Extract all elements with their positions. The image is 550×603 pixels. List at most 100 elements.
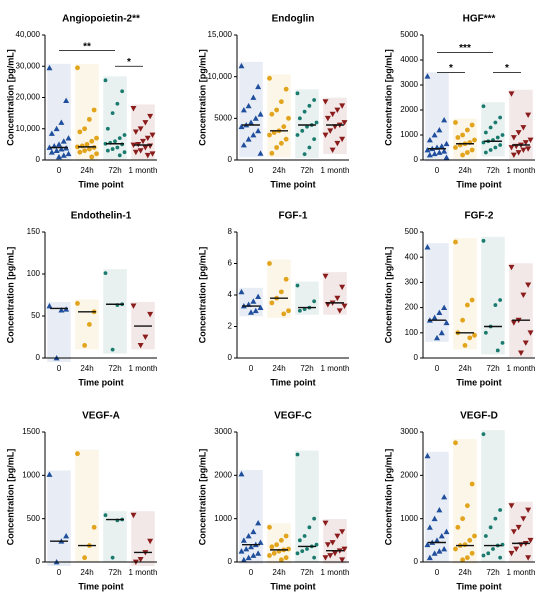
group-shade <box>103 269 127 354</box>
group-shade <box>239 61 263 158</box>
point <box>252 307 259 314</box>
point <box>120 89 125 94</box>
y-tick-label: 500 <box>405 227 419 236</box>
group-shade <box>481 430 505 562</box>
point <box>498 143 503 147</box>
point <box>322 99 329 105</box>
point <box>341 546 348 552</box>
point <box>75 144 80 150</box>
group-shade <box>103 76 127 160</box>
point <box>58 307 65 313</box>
point <box>520 125 527 131</box>
point <box>495 135 500 140</box>
point <box>79 143 85 149</box>
point <box>307 103 312 108</box>
point <box>498 115 503 120</box>
y-tick-label: 1000 <box>214 514 232 523</box>
y-tick-label: 15,000 <box>208 30 233 39</box>
point <box>312 299 317 304</box>
point <box>467 537 473 543</box>
point <box>137 148 144 154</box>
y-tick-label: 100 <box>405 328 419 337</box>
y-axis-label: Concentration [pg/mL] <box>197 247 207 344</box>
point <box>510 320 517 326</box>
point <box>327 128 334 134</box>
x-tick-label: 72h <box>300 364 313 373</box>
y-tick-label: 100 <box>27 269 41 278</box>
point <box>267 132 272 138</box>
x-axis-label: Time point <box>78 581 123 591</box>
point <box>460 132 466 138</box>
point <box>283 136 289 142</box>
point <box>472 533 477 539</box>
point <box>312 137 317 142</box>
point <box>438 143 445 149</box>
point <box>426 524 433 530</box>
panel: HGF*** Concentration [pg/mL] Time point 0 10… <box>383 14 535 190</box>
point <box>278 289 284 295</box>
group-shade <box>425 243 449 342</box>
point <box>147 113 154 120</box>
point <box>508 550 515 557</box>
point <box>426 137 433 143</box>
point <box>105 148 110 153</box>
point <box>245 102 252 109</box>
point <box>472 332 477 338</box>
point <box>462 343 468 348</box>
point <box>481 553 486 558</box>
point <box>86 116 92 122</box>
point <box>56 141 62 147</box>
point <box>431 314 438 321</box>
point <box>278 537 284 543</box>
point <box>269 111 275 117</box>
group-shade <box>239 287 263 317</box>
point <box>520 292 527 298</box>
point <box>140 138 146 145</box>
point <box>436 127 443 133</box>
y-tick-label: 0 <box>228 557 233 566</box>
x-tick-label: 24h <box>458 166 471 175</box>
point <box>257 150 264 156</box>
point <box>510 152 517 158</box>
point <box>86 322 92 327</box>
point <box>443 154 450 160</box>
point <box>483 130 488 135</box>
point <box>115 145 120 150</box>
point <box>314 120 319 125</box>
y-tick-label: 200 <box>405 303 419 312</box>
y-tick-label: 2 <box>228 322 233 331</box>
point <box>434 537 440 543</box>
point <box>86 146 92 152</box>
point <box>243 546 250 552</box>
point <box>324 115 331 122</box>
group-shade <box>481 236 505 355</box>
point <box>515 130 522 136</box>
point <box>297 116 302 121</box>
point <box>424 73 431 79</box>
y-tick-label: 10,000 <box>208 72 233 81</box>
point <box>438 533 445 539</box>
point <box>147 538 154 545</box>
group-shade <box>453 438 477 564</box>
point <box>46 471 53 477</box>
point <box>75 451 80 457</box>
x-tick-label: 1 month <box>321 166 350 175</box>
x-tick-label: 24h <box>272 166 285 175</box>
point <box>283 555 289 561</box>
point <box>508 145 515 151</box>
point <box>274 145 280 150</box>
point <box>462 542 468 548</box>
x-tick-label: 24h <box>458 364 471 373</box>
panel-title: Angiopoietin-2** <box>62 14 140 25</box>
point <box>82 343 88 348</box>
point <box>137 557 144 563</box>
point <box>295 551 300 556</box>
point <box>122 150 127 155</box>
point <box>500 133 505 137</box>
point <box>46 302 53 309</box>
y-tick-label: 2000 <box>400 105 418 114</box>
point <box>436 548 443 554</box>
point <box>322 520 329 526</box>
point <box>295 133 300 137</box>
point <box>115 101 120 106</box>
